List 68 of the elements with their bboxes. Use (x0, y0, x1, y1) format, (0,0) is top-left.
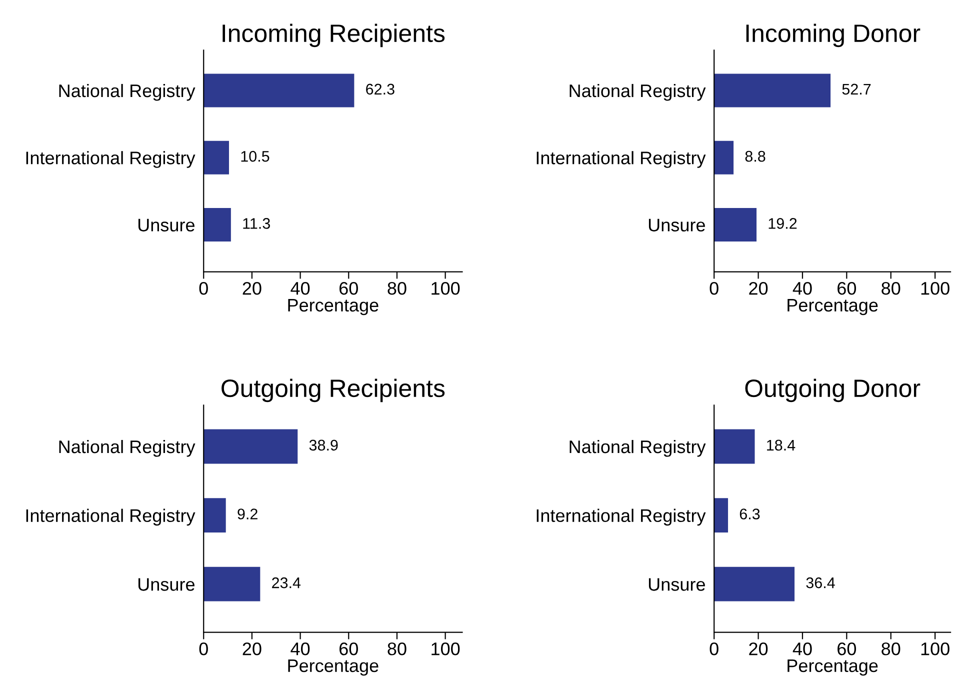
x-tick-label: 40 (290, 282, 310, 295)
bar (714, 74, 831, 108)
bar (204, 140, 229, 174)
bar (204, 74, 354, 108)
x-tick-label: 60 (838, 282, 856, 295)
data-label: 62.3 (366, 84, 394, 95)
data-label: 23.4 (272, 577, 301, 588)
x-tick-label: 40 (792, 282, 812, 295)
y-tick-label: International Registry (536, 151, 706, 168)
x-tick-label: 100 (432, 282, 460, 295)
y-tick-label: National Registry (570, 440, 706, 457)
y-tick-label: Unsure (648, 218, 705, 232)
x-tick-label: 0 (710, 642, 718, 656)
x-tick-label: 100 (921, 282, 950, 295)
y-tick-label: Unsure (648, 578, 705, 591)
data-label: 8.8 (745, 150, 766, 162)
x-tick-label: 100 (432, 642, 460, 656)
chart-title: Incoming Donor (746, 24, 920, 48)
data-label: 9.2 (238, 508, 258, 520)
bar (204, 429, 298, 464)
y-tick-label: International Registry (26, 508, 196, 526)
data-label: 38.9 (309, 440, 338, 451)
y-tick-label: Unsure (138, 218, 194, 232)
x-axis-title: Percentage (788, 659, 878, 676)
x-axis-title: Percentage (288, 659, 378, 676)
data-label: 52.7 (842, 84, 871, 95)
bar (204, 566, 260, 602)
x-tick-label: 60 (340, 282, 358, 295)
x-tick-label: 60 (340, 642, 358, 656)
chart-title: Incoming Recipients (222, 24, 445, 48)
x-tick-label: 80 (882, 642, 900, 656)
x-tick-label: 80 (388, 642, 406, 656)
bar (714, 429, 755, 464)
y-tick-label: National Registry (59, 84, 196, 101)
x-tick-label: 40 (792, 642, 812, 656)
x-tick-label: 40 (290, 642, 310, 656)
x-tick-label: 20 (749, 282, 768, 295)
chart-title: Outgoing Recipients (222, 378, 445, 402)
data-label: 19.2 (768, 218, 797, 229)
x-tick-label: 60 (838, 642, 856, 656)
data-label: 11.3 (243, 218, 270, 229)
y-tick-label: International Registry (26, 151, 196, 168)
x-tick-label: 0 (199, 282, 208, 295)
y-tick-label: Unsure (138, 578, 194, 591)
data-label: 10.5 (241, 150, 270, 162)
x-tick-label: 20 (242, 282, 262, 295)
data-label: 6.3 (740, 508, 760, 520)
x-axis-title: Percentage (788, 298, 878, 316)
x-tick-label: 0 (710, 282, 718, 295)
data-label: 18.4 (767, 440, 796, 451)
y-tick-label: National Registry (59, 440, 196, 457)
x-tick-label: 80 (882, 282, 900, 295)
x-tick-label: 0 (199, 642, 208, 656)
chart-title: Outgoing Donor (745, 378, 920, 402)
x-tick-label: 80 (388, 282, 406, 295)
x-axis-title: Percentage (288, 298, 378, 316)
bar (714, 566, 795, 602)
bar (714, 140, 734, 174)
x-tick-label: 100 (921, 642, 950, 656)
x-tick-label: 20 (749, 642, 768, 656)
bar (204, 208, 231, 242)
bar (714, 208, 757, 242)
y-tick-label: International Registry (536, 508, 706, 526)
bar (714, 498, 728, 533)
bar (204, 498, 226, 533)
y-tick-label: National Registry (570, 84, 706, 101)
data-label: 36.4 (806, 577, 835, 588)
x-tick-label: 20 (242, 642, 262, 656)
